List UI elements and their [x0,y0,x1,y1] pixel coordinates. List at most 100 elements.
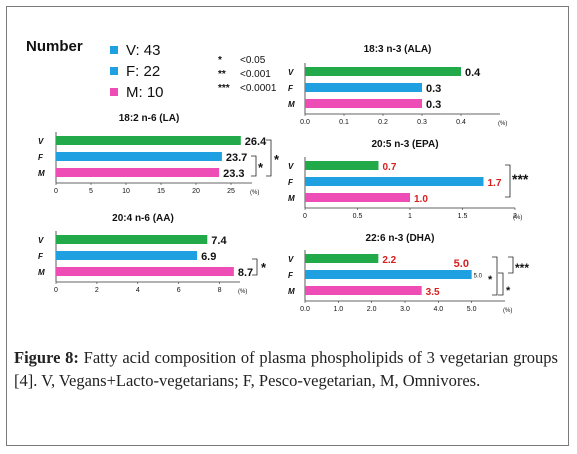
legend-label-v: V: 43 [126,42,161,59]
legend-swatch-m [110,88,118,96]
category-label: V [38,137,44,146]
data-label: 0.3 [426,99,441,111]
x-tick-label: 25 [227,188,235,195]
bar-v [56,136,241,145]
x-tick-label: 0.5 [353,213,363,220]
data-label: 8.7 [238,267,253,279]
data-label: 23.7 [226,152,247,164]
bar-f [305,83,422,92]
sig-epa-vf: *** [505,164,529,198]
significance-mark: *** [515,261,529,275]
bar-m [56,168,220,177]
category-label: V [288,162,294,171]
caption-label: Figure 8: [14,348,79,367]
x-tick-label: 15 [157,188,165,195]
x-tick-label: 0.0 [300,306,310,313]
x-tick-label: 2 [513,213,517,220]
significance-key-3: *** <0.0001 [218,82,276,96]
bar-v [305,161,379,170]
category-label: M [38,169,45,178]
x-tick-label: 0.4 [456,119,466,126]
x-tick-label: 10 [122,188,130,195]
panel-title: 20:5 n-3 (EPA) [371,139,438,150]
x-tick-label: 0 [54,188,58,195]
category-label: M [38,268,45,277]
x-tick-label: 1 [408,213,412,220]
figure-frame [6,6,569,446]
x-tick-label: 1.0 [333,306,343,313]
panel-2: 20:4 n-6 (AA) V 7.4 F 6.9 M 8.7 0 2 4 6 8 (%) [38,213,253,295]
sig-dha-vm: * [488,256,498,296]
significance-bracket [498,272,504,296]
data-label: 2.2 [382,255,396,266]
x-tick-label: 0.1 [339,119,349,126]
data-label: 0.4 [465,67,481,79]
panel-3: 18:3 n-3 (ALA) V 0.4 F 0.3 M 0.3 0.0 0.1 0.2 0.3 0.… [288,44,507,127]
x-tick-label: 20 [192,188,200,195]
x-tick-label: 6 [177,287,181,294]
category-label: V [288,255,294,264]
significance-mark: * [506,285,511,297]
legend-item-v: V: 43 [110,42,160,60]
significance-bracket [505,164,511,198]
panel-title: 18:3 n-3 (ALA) [364,44,432,55]
category-label: F [38,252,44,261]
sig-la-fm: * [251,155,264,177]
panel-4: 20:5 n-3 (EPA) V 0.7 F 1.7 M 1.0 0 0.5 1 1.5 2(%) [288,139,522,221]
caption-text: Fatty acid composition of plasma phospho… [14,348,558,390]
x-tick-label: 5.0 [467,306,477,313]
significance-label-3: <0.0001 [240,83,277,94]
data-label: 7.4 [211,235,227,247]
bar-m [305,193,410,202]
significance-label-2: <0.001 [240,69,271,80]
panel-title: 22:6 n-3 (DHA) [366,233,435,244]
panel-title: 18:2 n-6 (LA) [119,113,180,124]
category-label: F [38,153,44,162]
bar-f [56,152,222,161]
bar-m [305,286,422,295]
legend-item-m: M: 10 [110,84,164,102]
significance-key-1: * <0.05 [218,54,265,68]
data-label: 1.0 [414,194,428,205]
significance-mark: * [274,152,280,167]
bar-f [56,251,198,260]
significance-bracket [251,155,257,177]
data-label: 26.4 [245,136,267,148]
x-tick-label: 1.5 [458,213,468,220]
x-tick-label: 5 [89,188,93,195]
bar-f [305,177,484,186]
x-tick-label: 8 [218,287,222,294]
category-label: V [38,236,44,245]
legend-item-f: F: 22 [110,63,160,81]
data-label-small: 5.0 [474,274,483,280]
legend-label-f: F: 22 [126,63,161,80]
x-tick-label: 0.0 [300,119,310,126]
panel-title: 20:4 n-6 (AA) [112,213,174,224]
bar-m [56,267,234,276]
x-tick-label: 3.0 [400,306,410,313]
data-label: 6.9 [201,251,216,263]
legend-swatch-f [110,67,118,75]
legend-title: Number [26,38,83,55]
legend-label-m: M: 10 [126,84,164,101]
unit-label: (%) [503,308,512,314]
x-tick-label: 0.3 [417,119,427,126]
figure-caption: Figure 8: Fatty acid composition of plas… [14,346,558,392]
sig-dha-vf: *** [508,256,529,275]
significance-mark: * [488,274,493,286]
category-label: V [288,68,294,77]
sig-la-vm: * [266,139,280,177]
bar-m [305,99,422,108]
panel-5: 22:6 n-3 (DHA) V 2.2 F 5.0 5.0 M 3.5 0.0 1.0 2.0 3.… [288,233,512,314]
data-label: 0.3 [426,83,441,95]
significance-label-1: <0.05 [240,55,266,66]
significance-mark: * [261,260,267,275]
data-label: 0.7 [383,162,397,173]
x-tick-label: 2 [95,287,99,294]
x-tick-label: 0 [54,287,58,294]
category-label: M [288,100,295,109]
x-tick-label: 2.0 [367,306,377,313]
data-label: 5.0 [454,258,469,270]
legend: Number V: 43 F: 22 M: 10 * <0.05 ** <0.001… [10,14,300,104]
